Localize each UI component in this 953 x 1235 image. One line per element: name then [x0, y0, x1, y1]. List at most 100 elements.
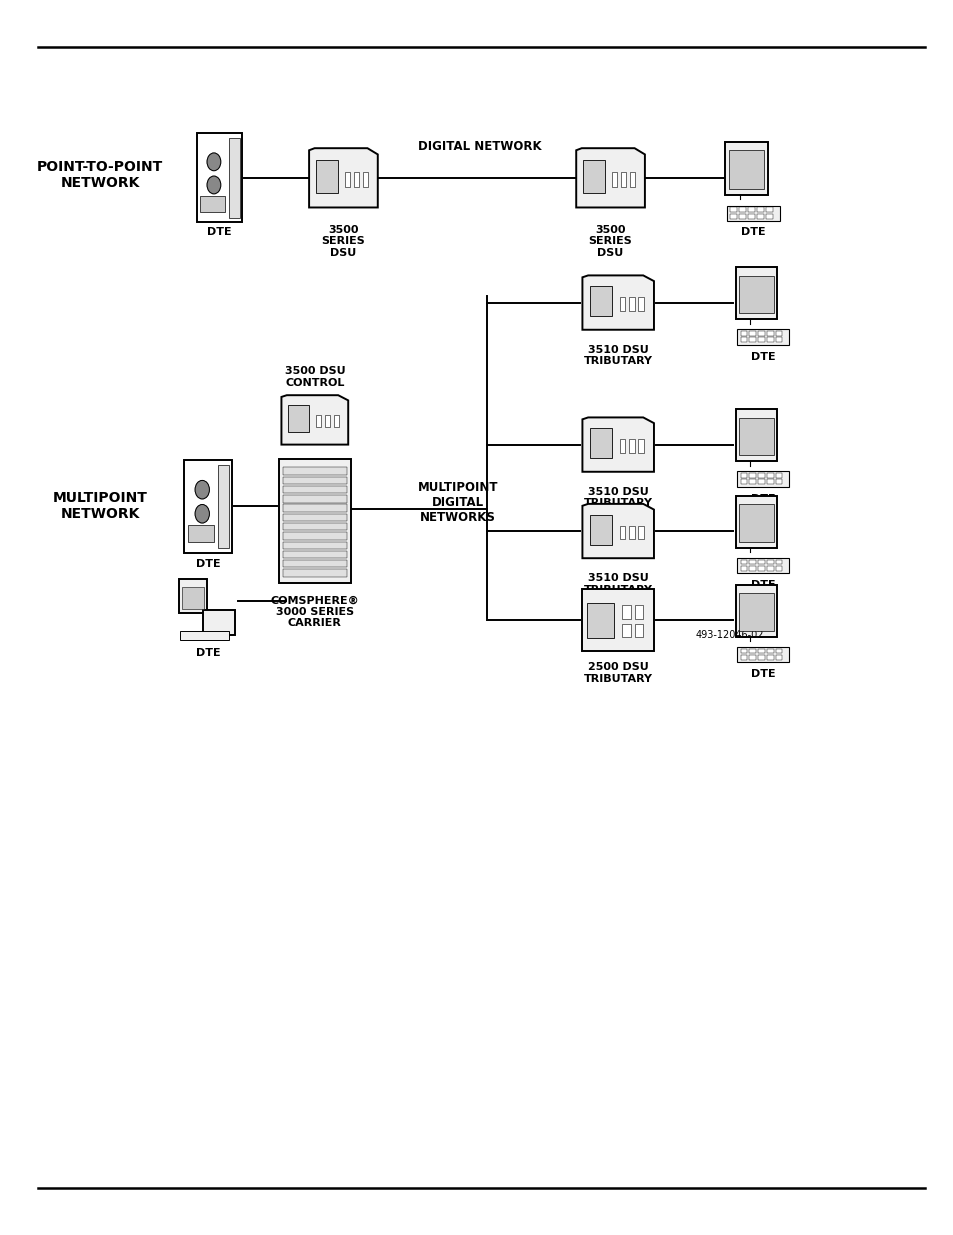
- Text: 3510 DSU
TRIBUTARY: 3510 DSU TRIBUTARY: [583, 345, 652, 366]
- Bar: [344, 172, 350, 186]
- Bar: [758, 566, 764, 571]
- Bar: [634, 624, 642, 637]
- Polygon shape: [581, 417, 653, 472]
- Bar: [758, 337, 764, 342]
- Bar: [288, 405, 309, 432]
- Bar: [758, 473, 764, 478]
- Bar: [315, 415, 321, 427]
- Bar: [766, 655, 773, 659]
- Bar: [315, 161, 337, 193]
- Bar: [735, 409, 776, 462]
- Bar: [362, 172, 368, 186]
- Bar: [638, 440, 643, 453]
- Bar: [619, 440, 625, 453]
- Bar: [622, 605, 631, 619]
- Text: DTE: DTE: [195, 648, 220, 658]
- Bar: [282, 495, 347, 503]
- Bar: [775, 655, 781, 659]
- Bar: [740, 331, 746, 336]
- Bar: [282, 477, 347, 484]
- Bar: [748, 331, 755, 336]
- Circle shape: [194, 480, 210, 499]
- Bar: [739, 214, 745, 219]
- Bar: [748, 479, 755, 484]
- Text: DIGITAL NETWORK: DIGITAL NETWORK: [417, 140, 541, 153]
- Bar: [766, 479, 773, 484]
- Polygon shape: [281, 395, 348, 445]
- Bar: [766, 566, 773, 571]
- Bar: [775, 479, 781, 484]
- Bar: [735, 584, 776, 637]
- Bar: [218, 464, 229, 548]
- Bar: [282, 561, 347, 568]
- Bar: [739, 275, 773, 314]
- Bar: [758, 331, 764, 336]
- Bar: [620, 172, 626, 186]
- Bar: [629, 172, 635, 186]
- Bar: [739, 417, 773, 456]
- Bar: [758, 655, 764, 659]
- Text: DTE: DTE: [750, 352, 775, 362]
- Bar: [740, 473, 746, 478]
- Bar: [354, 172, 359, 186]
- Bar: [586, 603, 614, 638]
- Bar: [766, 473, 773, 478]
- Bar: [765, 207, 773, 212]
- Text: 2500 DSU
TRIBUTARY: 2500 DSU TRIBUTARY: [583, 662, 652, 683]
- Polygon shape: [309, 148, 377, 207]
- Text: 3510 DSU
TRIBUTARY: 3510 DSU TRIBUTARY: [583, 573, 652, 594]
- Bar: [748, 473, 755, 478]
- Text: 3500
SERIES
DSU: 3500 SERIES DSU: [321, 225, 365, 258]
- Bar: [589, 429, 612, 458]
- Bar: [282, 514, 347, 521]
- Bar: [634, 605, 642, 619]
- Text: DTE: DTE: [740, 227, 765, 237]
- Bar: [766, 337, 773, 342]
- Bar: [757, 214, 763, 219]
- Text: DTE: DTE: [750, 669, 775, 679]
- Polygon shape: [576, 148, 644, 207]
- Bar: [184, 461, 232, 553]
- Text: MULTIPOINT
DIGITAL
NETWORKS: MULTIPOINT DIGITAL NETWORKS: [417, 482, 497, 524]
- Bar: [729, 207, 737, 212]
- Bar: [740, 648, 746, 653]
- Bar: [724, 142, 767, 195]
- Polygon shape: [581, 275, 653, 330]
- Bar: [758, 479, 764, 484]
- Bar: [282, 468, 347, 475]
- Bar: [775, 331, 781, 336]
- Bar: [765, 214, 773, 219]
- Bar: [282, 524, 347, 531]
- Bar: [739, 504, 773, 542]
- Bar: [766, 331, 773, 336]
- Bar: [735, 267, 776, 320]
- Circle shape: [207, 153, 220, 170]
- Text: 493-12046-02: 493-12046-02: [695, 630, 763, 640]
- Text: DTE: DTE: [207, 227, 232, 237]
- Bar: [334, 415, 338, 427]
- Bar: [737, 330, 788, 345]
- Text: MULTIPOINT
NETWORK: MULTIPOINT NETWORK: [52, 492, 148, 521]
- Bar: [628, 298, 634, 311]
- Bar: [740, 655, 746, 659]
- Bar: [740, 479, 746, 484]
- Text: DTE: DTE: [195, 559, 220, 569]
- Bar: [589, 287, 612, 316]
- Bar: [622, 624, 631, 637]
- Bar: [180, 631, 229, 640]
- Bar: [747, 207, 755, 212]
- Text: DTE: DTE: [750, 494, 775, 504]
- Bar: [200, 195, 225, 211]
- Bar: [735, 495, 776, 548]
- Text: COMSPHERE®
3000 SERIES
CARRIER: COMSPHERE® 3000 SERIES CARRIER: [270, 595, 359, 629]
- Bar: [775, 473, 781, 478]
- Bar: [628, 526, 634, 540]
- Bar: [282, 532, 347, 540]
- Bar: [739, 593, 773, 631]
- Bar: [758, 648, 764, 653]
- Bar: [582, 161, 604, 193]
- Bar: [758, 559, 764, 564]
- Bar: [737, 647, 788, 662]
- Bar: [737, 472, 788, 487]
- Bar: [230, 138, 239, 217]
